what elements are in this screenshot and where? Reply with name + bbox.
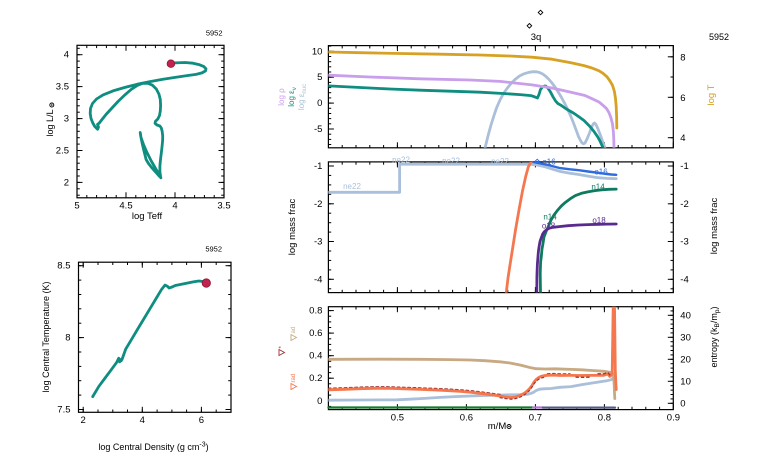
svg-text:log Central Temperature (K): log Central Temperature (K) (41, 282, 51, 393)
svg-text:10: 10 (680, 376, 691, 387)
svg-text:40: 40 (680, 310, 691, 321)
svg-text:log L/L: log L/L (45, 109, 55, 136)
svg-text:log Teff: log Teff (132, 211, 163, 222)
svg-text:2: 2 (81, 415, 86, 426)
svg-text:-4: -4 (314, 274, 322, 285)
svg-text:log mass frac: log mass frac (709, 198, 720, 255)
svg-text:8.5: 8.5 (57, 261, 70, 272)
svg-text:8: 8 (65, 333, 70, 344)
svg-text:ad: ad (291, 327, 297, 334)
svg-text:5952: 5952 (206, 28, 223, 37)
svg-text:0.7: 0.7 (529, 413, 542, 424)
svg-text:log εnuc: log εnuc (297, 84, 308, 110)
svg-text:5: 5 (74, 200, 79, 211)
svg-text:log mass frac: log mass frac (287, 199, 298, 256)
svg-text:o16: o16 (594, 168, 608, 177)
svg-text:4: 4 (172, 200, 177, 211)
svg-text:0.8: 0.8 (309, 306, 322, 317)
svg-text:0.5: 0.5 (391, 413, 404, 424)
svg-text:m/M: m/M (488, 421, 507, 432)
svg-text:log εν: log εν (287, 87, 298, 106)
svg-text:-4: -4 (680, 274, 688, 285)
svg-text:0.6: 0.6 (309, 328, 322, 339)
svg-text:0.8: 0.8 (598, 413, 611, 424)
svg-text:10: 10 (312, 46, 323, 57)
svg-text:-5: -5 (314, 124, 322, 135)
svg-text:log T: log T (706, 84, 717, 105)
svg-text:-3: -3 (314, 237, 322, 248)
svg-text:6: 6 (680, 93, 685, 104)
svg-text:2.5: 2.5 (56, 146, 69, 157)
svg-text:*: * (279, 346, 285, 349)
svg-text:-1: -1 (680, 161, 688, 172)
svg-text:0.4: 0.4 (309, 351, 322, 362)
svg-text:n14: n14 (543, 213, 557, 222)
svg-text:4: 4 (680, 133, 685, 144)
svg-text:0: 0 (317, 98, 322, 109)
svg-text:o18: o18 (592, 216, 606, 225)
svg-text:5952: 5952 (709, 32, 729, 42)
svg-text:4: 4 (140, 415, 145, 426)
svg-text:rad: rad (291, 374, 297, 383)
svg-text:4: 4 (64, 50, 69, 61)
svg-text:o18: o18 (542, 222, 556, 231)
svg-text:0.2: 0.2 (309, 373, 322, 384)
svg-text:5952: 5952 (205, 245, 222, 254)
svg-text:-1: -1 (314, 161, 322, 172)
svg-text:5: 5 (317, 72, 322, 83)
svg-text:6: 6 (199, 415, 204, 426)
svg-text:log ρ: log ρ (277, 88, 286, 106)
svg-text:log Central Density (g cm-3): log Central Density (g cm-3) (98, 442, 208, 453)
svg-text:7.5: 7.5 (57, 405, 70, 416)
svg-text:0: 0 (317, 396, 322, 407)
svg-text:ne22: ne22 (491, 157, 509, 166)
svg-text:ne22: ne22 (343, 182, 361, 191)
svg-text:ne22: ne22 (392, 156, 410, 165)
svg-text:-2: -2 (314, 199, 322, 210)
svg-text:3.5: 3.5 (217, 200, 230, 211)
svg-text:-3: -3 (680, 237, 688, 248)
svg-text:4.5: 4.5 (119, 200, 132, 211)
svg-text:8: 8 (680, 52, 685, 63)
svg-text:ne22: ne22 (442, 157, 460, 166)
svg-text:-2: -2 (680, 199, 688, 210)
svg-text:3.5: 3.5 (56, 82, 69, 93)
svg-text:30: 30 (680, 332, 691, 343)
svg-text:0.9: 0.9 (667, 413, 680, 424)
svg-text:entropy (kB/mp): entropy (kB/mp) (709, 307, 721, 368)
svg-text:n14: n14 (591, 183, 605, 192)
svg-text:0: 0 (680, 398, 685, 409)
svg-text:20: 20 (680, 354, 691, 365)
svg-text:o16: o16 (542, 158, 556, 167)
svg-text:2: 2 (64, 177, 69, 188)
svg-text:3: 3 (64, 114, 69, 125)
svg-text:3q: 3q (531, 32, 542, 43)
svg-text:0.6: 0.6 (460, 413, 473, 424)
